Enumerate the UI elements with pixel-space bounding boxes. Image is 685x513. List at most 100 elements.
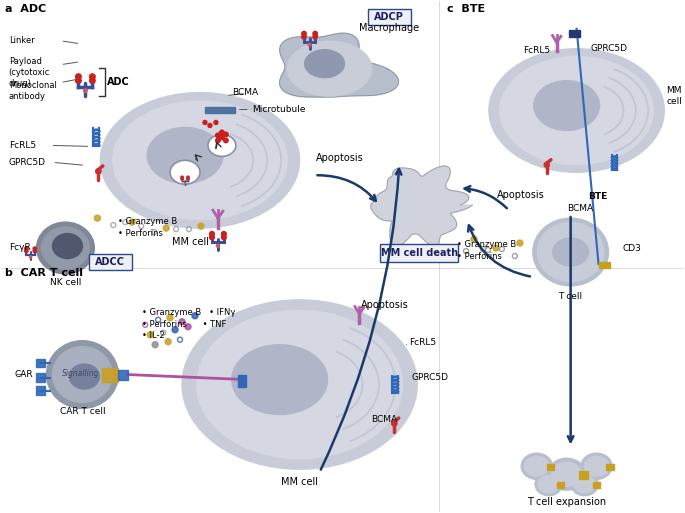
Circle shape	[210, 231, 214, 236]
Circle shape	[152, 342, 158, 348]
Text: GPRC5D: GPRC5D	[411, 373, 448, 382]
Circle shape	[179, 319, 185, 325]
Circle shape	[96, 169, 101, 174]
Circle shape	[308, 43, 311, 46]
Text: GPRC5D: GPRC5D	[9, 158, 46, 167]
Circle shape	[216, 138, 220, 143]
Ellipse shape	[197, 310, 403, 459]
Text: FcRL5: FcRL5	[9, 141, 36, 150]
Bar	[36, 373, 45, 377]
Bar	[606, 464, 610, 470]
Ellipse shape	[500, 56, 653, 165]
Text: Microtubule: Microtubule	[252, 105, 306, 114]
Ellipse shape	[534, 81, 599, 130]
Text: Linker: Linker	[9, 36, 34, 45]
Bar	[36, 363, 45, 367]
Text: GPRC5D: GPRC5D	[590, 44, 627, 53]
Text: CAR T cell: CAR T cell	[60, 407, 105, 417]
Circle shape	[302, 31, 306, 36]
Bar	[36, 378, 45, 382]
Circle shape	[302, 34, 306, 39]
Text: T cell expansion: T cell expansion	[527, 497, 606, 507]
Circle shape	[147, 332, 153, 338]
Text: Apoptosis: Apoptosis	[497, 190, 545, 200]
Ellipse shape	[113, 101, 287, 220]
Ellipse shape	[489, 49, 664, 172]
Circle shape	[493, 245, 499, 251]
Circle shape	[25, 247, 28, 250]
Bar	[603, 262, 606, 268]
Ellipse shape	[525, 457, 549, 476]
Circle shape	[90, 74, 95, 80]
Text: Payload
(cytotoxic
drug): Payload (cytotoxic drug)	[9, 57, 50, 88]
Ellipse shape	[553, 238, 588, 266]
Text: • Granzyme B
• Perforins: • Granzyme B • Perforins	[119, 217, 177, 238]
Circle shape	[181, 176, 184, 179]
Circle shape	[181, 178, 184, 180]
Bar	[569, 30, 572, 37]
Circle shape	[33, 249, 36, 253]
Ellipse shape	[182, 300, 417, 469]
Bar	[36, 359, 45, 362]
Ellipse shape	[535, 472, 562, 496]
Ellipse shape	[584, 457, 609, 476]
Bar	[599, 262, 601, 268]
Bar	[606, 262, 610, 268]
Circle shape	[223, 138, 228, 143]
Circle shape	[223, 132, 228, 137]
Text: a  ADC: a ADC	[5, 4, 46, 14]
Ellipse shape	[42, 227, 89, 269]
Ellipse shape	[533, 218, 608, 286]
Text: FcRL5: FcRL5	[523, 46, 550, 55]
Circle shape	[216, 244, 219, 247]
Circle shape	[187, 176, 189, 179]
Bar	[584, 471, 588, 479]
Circle shape	[90, 78, 95, 84]
Text: BCMA: BCMA	[371, 415, 397, 424]
Ellipse shape	[538, 476, 560, 493]
Text: BCMA: BCMA	[566, 204, 593, 213]
Bar	[558, 482, 560, 488]
Circle shape	[517, 240, 523, 246]
Text: Monoclonal
antibody: Monoclonal antibody	[9, 81, 57, 101]
Bar	[547, 464, 550, 470]
Bar	[610, 464, 614, 470]
Text: Signalling: Signalling	[62, 369, 99, 378]
Ellipse shape	[147, 127, 223, 183]
Ellipse shape	[574, 476, 595, 493]
Circle shape	[214, 121, 218, 125]
Text: MM cell death: MM cell death	[381, 248, 458, 258]
Ellipse shape	[305, 50, 345, 77]
Bar	[119, 369, 128, 380]
FancyBboxPatch shape	[89, 254, 132, 270]
Ellipse shape	[551, 462, 582, 486]
FancyBboxPatch shape	[368, 9, 410, 25]
Ellipse shape	[47, 341, 119, 408]
FancyBboxPatch shape	[380, 244, 458, 262]
Bar	[577, 30, 580, 37]
Text: • Granzyme B
• Perforins: • Granzyme B • Perforins	[457, 240, 516, 261]
Polygon shape	[279, 33, 399, 97]
Circle shape	[187, 178, 189, 180]
Circle shape	[129, 219, 135, 225]
Ellipse shape	[208, 134, 236, 156]
Ellipse shape	[287, 41, 372, 96]
Text: MM cell: MM cell	[171, 237, 208, 247]
Circle shape	[25, 249, 28, 253]
Ellipse shape	[538, 222, 603, 282]
Text: Apoptosis: Apoptosis	[316, 153, 363, 163]
Circle shape	[198, 223, 204, 229]
Circle shape	[33, 247, 36, 250]
Ellipse shape	[170, 161, 200, 184]
Circle shape	[220, 130, 224, 135]
Text: CAR: CAR	[14, 370, 34, 379]
Circle shape	[75, 74, 82, 80]
Circle shape	[544, 162, 549, 167]
Text: BCMA: BCMA	[232, 88, 258, 97]
Bar	[238, 374, 246, 386]
Ellipse shape	[53, 233, 82, 259]
Text: BTE: BTE	[588, 192, 608, 201]
Text: b  CAR T cell: b CAR T cell	[5, 268, 83, 278]
Circle shape	[172, 327, 178, 333]
Circle shape	[29, 256, 32, 258]
